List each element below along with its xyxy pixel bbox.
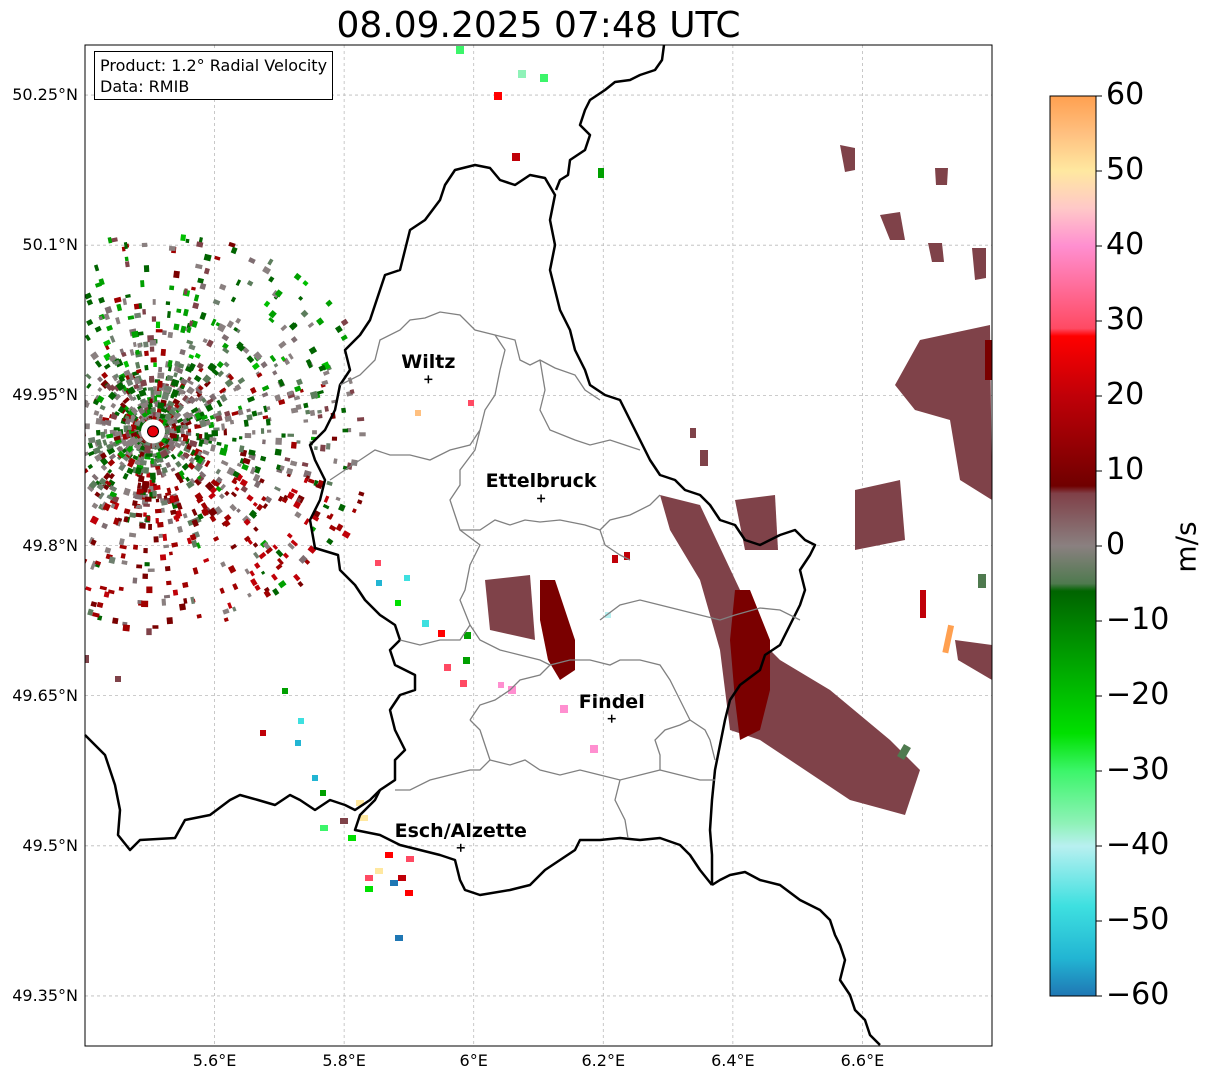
city-marker: [424, 375, 433, 384]
near-radar-clutter: [85, 234, 366, 636]
city-label: Esch/Alzette: [394, 819, 527, 842]
colorbar-tick-label: 50: [1106, 152, 1145, 187]
map-title: 08.09.2025 07:48 UTC: [336, 5, 741, 46]
radar-echoes: [85, 46, 992, 941]
colorbar-tick-label: 0: [1106, 527, 1126, 562]
country-borders: [84, 44, 881, 1046]
colorbar-tick-label: 40: [1106, 227, 1145, 262]
colorbar-tick-label: 20: [1106, 377, 1145, 412]
lat-tick-label: 49.65°N: [12, 685, 78, 705]
lon-tick-label: 6.4°E: [711, 1051, 755, 1070]
data-source-label: Data: RMIB: [100, 77, 190, 96]
city-label: Wiltz: [401, 351, 456, 374]
city-marker: [537, 494, 546, 503]
colorbar-tick-label: −10: [1106, 602, 1170, 637]
product-info-box: Product: 1.2° Radial Velocity Data: RMIB: [94, 51, 334, 100]
city-label: Ettelbruck: [485, 470, 597, 493]
city-markers: [424, 375, 616, 852]
plot-frame: [84, 44, 993, 1047]
lon-tick-label: 6°E: [459, 1051, 488, 1070]
lon-tick-label: 5.6°E: [192, 1051, 237, 1070]
echo-speckles: [85, 46, 986, 941]
colorbar-tick-label: 30: [1106, 302, 1145, 337]
city-label: Findel: [578, 690, 645, 713]
district-boundaries: [329, 311, 801, 839]
city-marker: [456, 843, 465, 852]
colorbar-tick-label: −50: [1106, 902, 1170, 937]
lat-tick-label: 49.5°N: [22, 835, 78, 855]
product-label: Product: 1.2° Radial Velocity: [100, 56, 328, 75]
radar-site-marker: [141, 419, 166, 444]
lon-tick-label: 5.8°E: [322, 1051, 366, 1070]
colorbar: [1049, 95, 1102, 997]
colorbar-tick-marks: [1096, 95, 1102, 997]
colorbar-gradient: [1049, 95, 1097, 997]
colorbar-tick-label: −40: [1106, 827, 1170, 862]
lon-tick-label: 6.6°E: [840, 1051, 885, 1070]
lat-tick-label: 49.35°N: [12, 985, 78, 1005]
lat-tick-label: 50.1°N: [22, 235, 78, 255]
lat-tick-label: 49.95°N: [12, 385, 78, 405]
lat-tick-label: 50.25°N: [12, 85, 78, 105]
city-marker: [607, 714, 616, 723]
colorbar-tick-label: −20: [1106, 677, 1170, 712]
colorbar-unit-label: m/s: [1169, 521, 1203, 573]
lon-tick-label: 6.2°E: [581, 1051, 626, 1070]
echo-band-east: [485, 145, 992, 815]
colorbar-tick-label: 60: [1106, 77, 1145, 112]
colorbar-tick-label: −60: [1106, 977, 1170, 1012]
colorbar-tick-label: −30: [1106, 752, 1170, 787]
echo-core: [540, 340, 992, 740]
lat-tick-label: 49.8°N: [22, 535, 78, 555]
colorbar-tick-label: 10: [1106, 452, 1145, 487]
